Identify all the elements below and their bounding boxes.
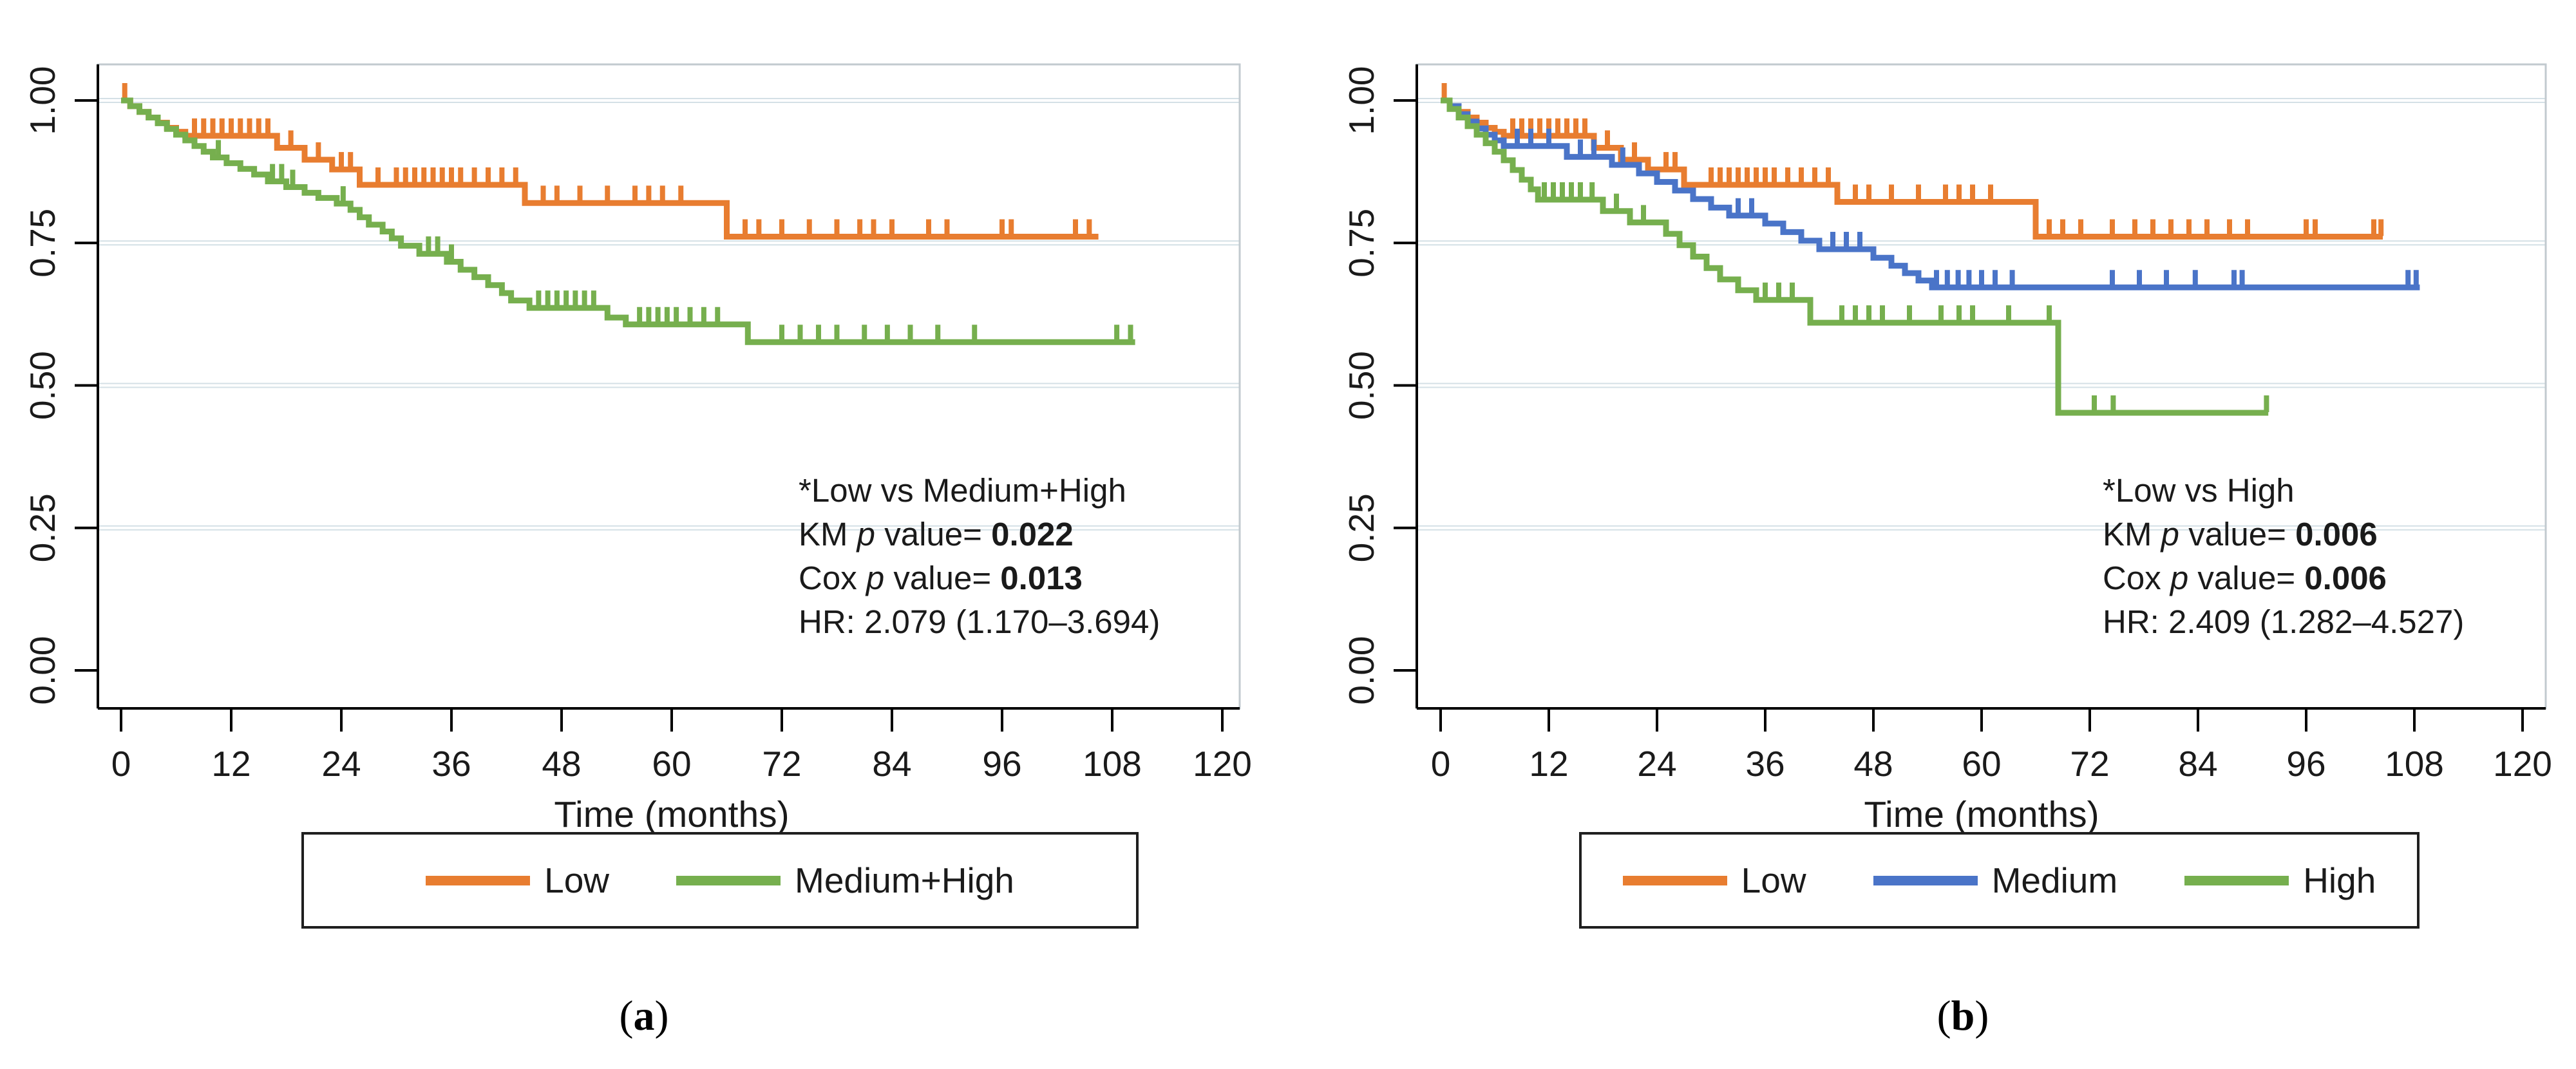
stats-annotation-b: *Low vs High KM p value= 0.006 Cox p val… — [2103, 469, 2464, 644]
y-tick-label: 0.25 — [1341, 493, 1381, 562]
x-tick-label: 48 — [542, 744, 581, 784]
cox-p-line-b: Cox p value= 0.006 — [2103, 560, 2387, 596]
y-tick-label: 0.00 — [1341, 636, 1381, 705]
hr-line-b: HR: 2.409 (1.282–4.527) — [2103, 603, 2465, 640]
high-line-swatch — [2184, 875, 2289, 885]
x-tick-label: 60 — [652, 744, 691, 784]
y-tick-label: 0.50 — [1341, 351, 1381, 420]
x-tick-label: 60 — [1962, 744, 2001, 784]
x-tick-label: 72 — [762, 744, 801, 784]
x-tick-label: 24 — [1637, 744, 1676, 784]
km-curve-high — [1441, 97, 2269, 416]
y-tick-label: 0.75 — [23, 209, 62, 278]
legend-label-low-a: Low — [544, 860, 610, 900]
x-tick-label: 84 — [872, 744, 911, 784]
comparison-line-b: *Low vs High — [2103, 472, 2295, 509]
legend-item-low-a: Low — [426, 860, 609, 901]
legend-label-high-b: High — [2303, 860, 2376, 900]
y-tick-label: 1.00 — [1341, 66, 1381, 135]
y-tick-label: 0.00 — [23, 636, 62, 705]
cox-p-line-a: Cox p value= 0.013 — [799, 560, 1083, 596]
hr-line-a: HR: 2.079 (1.170–3.694) — [799, 603, 1160, 640]
stats-annotation-a: *Low vs Medium+High KM p value= 0.022 Co… — [799, 469, 1160, 644]
legend-a: Low Medium+High — [301, 832, 1139, 929]
x-axis-title: Time (months) — [554, 794, 789, 835]
legend-item-low-b: Low — [1622, 860, 1806, 901]
x-tick-label: 48 — [1853, 744, 1893, 784]
x-tick-label: 36 — [431, 744, 471, 784]
x-tick-label: 108 — [1083, 744, 1142, 784]
x-tick-label: 24 — [321, 744, 361, 784]
x-tick-label: 120 — [1193, 744, 1252, 784]
x-tick-label: 96 — [2286, 744, 2325, 784]
legend-item-medium-high-a: Medium+High — [676, 860, 1014, 901]
km-curve-medium — [1441, 97, 2420, 290]
panel-caption-b: (b) — [1937, 992, 1989, 1039]
x-tick-label: 72 — [2070, 744, 2109, 784]
x-tick-label: 108 — [2385, 744, 2444, 784]
x-tick-label: 0 — [111, 744, 131, 784]
legend-label-medium-high-a: Medium+High — [795, 860, 1014, 900]
x-tick-label: 120 — [2493, 744, 2552, 784]
legend-item-medium-b: Medium — [1873, 860, 2118, 901]
comparison-line-a: *Low vs Medium+High — [799, 472, 1126, 509]
x-tick-label: 12 — [211, 744, 251, 784]
km-curve-low — [1441, 97, 2383, 240]
y-tick-label: 1.00 — [23, 66, 62, 135]
km-curve-medium-high — [121, 97, 1135, 345]
medium-high-line-swatch — [676, 875, 781, 885]
km-p-line-b: KM p value= 0.006 — [2103, 516, 2378, 553]
y-tick-label: 0.50 — [23, 351, 62, 420]
legend-item-high-b: High — [2184, 860, 2376, 901]
x-axis-title: Time (months) — [1864, 794, 2099, 835]
low-line-swatch — [426, 875, 531, 885]
legend-label-medium-b: Medium — [1991, 860, 2118, 900]
y-tick-label: 0.25 — [23, 493, 62, 562]
x-tick-label: 12 — [1529, 744, 1568, 784]
x-tick-label: 0 — [1431, 744, 1451, 784]
x-tick-label: 96 — [982, 744, 1021, 784]
x-tick-label: 84 — [2178, 744, 2217, 784]
legend-b: Low Medium High — [1579, 832, 2420, 929]
legend-label-low-b: Low — [1741, 860, 1806, 900]
km-p-line-a: KM p value= 0.022 — [799, 516, 1074, 553]
medium-line-swatch — [1873, 875, 1978, 885]
low-line-swatch — [1622, 875, 1727, 885]
y-tick-label: 0.75 — [1341, 209, 1381, 278]
x-tick-label: 36 — [1745, 744, 1785, 784]
panel-caption-a: (a) — [619, 992, 669, 1039]
